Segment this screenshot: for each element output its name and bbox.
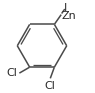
Text: Cl: Cl <box>7 68 17 78</box>
Text: Cl: Cl <box>45 81 56 91</box>
Text: I: I <box>64 3 67 13</box>
Text: Zn: Zn <box>62 11 76 21</box>
